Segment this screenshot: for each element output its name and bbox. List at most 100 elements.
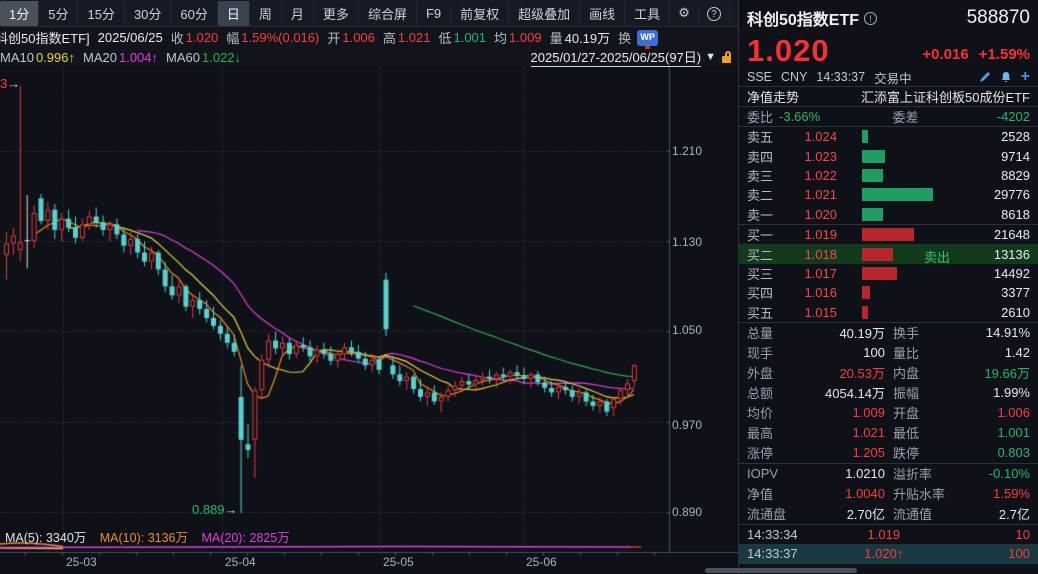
stat2-row-3: 流通盘 2.70亿 流通值 2.7亿 [739,504,1038,524]
last-price: 1.020 [747,33,830,68]
depth-bar-zone [862,227,950,242]
weicha-value: -4202 [996,109,1030,124]
chevron-down-icon[interactable]: ▼ [705,51,716,63]
stat-value: 4054.14万 [825,386,885,402]
stat-value: 1.009 [852,405,885,421]
stat-value: 1.006 [997,405,1030,421]
stat-row-2: 现手 100 量比 1.42 [739,343,1038,363]
depth-bar-zone [862,168,950,183]
low-label: 低 [438,31,452,46]
tab-15min[interactable]: 15分 [78,0,125,26]
stat2-row-1: IOPV 1.0210 溢折率 -0.10% [739,464,1038,484]
avg-label: 均 [494,31,508,46]
ask-row-4[interactable]: 卖二 1.021 29776 [739,185,1038,204]
stat-row-5: 均价 1.009 开盘 1.006 [739,403,1038,423]
vol-ma20-label: MA(20): 2825万 [201,531,290,545]
bid-row-2[interactable]: 买二 1.018 卖出 13136 [739,244,1038,265]
wencai-wp-icon[interactable]: WP [637,29,659,49]
ask-row-3[interactable]: 卖三 1.022 8829 [739,166,1038,185]
level-volume: 21648 [993,227,1030,243]
stat-value: 1.205 [852,445,885,461]
composite-screen-button[interactable]: 综合屏 [359,0,417,26]
unlock-icon[interactable] [722,51,732,63]
depth-bar-zone [862,305,950,320]
bid-row-1[interactable]: 买一 1.019 21648 [739,225,1038,244]
help-icon[interactable]: ? [699,3,730,23]
vol-ma10-label: MA(10): 3136万 [99,531,188,545]
tools-button[interactable]: 工具 [625,0,671,26]
horizontal-scrollbar-thumb[interactable] [705,568,857,573]
level-label: 卖五 [747,130,774,146]
tab-60min[interactable]: 60分 [171,0,218,26]
stat-value: 1.001 [997,425,1030,441]
ma-legend-bar: MA10 0.996↑ MA20 1.004↑ MA60 1.022↓ 2025/01… [0,47,738,67]
stat-label: 升贴水率 [893,487,946,503]
add-icon[interactable]: + [1020,68,1030,85]
tab-1min[interactable]: 1分 [0,0,40,26]
stats-block-2: IOPV 1.0210 溢折率 -0.10% 净值 1.0040 升贴水率 1.59% 流通盘 2… [739,464,1038,524]
stat-row-7: 涨停 1.205 跌停 0.803 [739,443,1038,463]
edit-pencil-icon[interactable] [979,71,991,83]
level-price: 1.021 [804,187,837,203]
f9-button[interactable]: F9 [417,2,452,24]
depth-bar [862,207,883,221]
depth-bar [862,168,883,182]
tab-monthly[interactable]: 月 [282,0,314,26]
level-label: 买一 [747,228,774,244]
level-label: 买三 [747,266,774,282]
stats-block: 总量 40.19万 换手 14.91% 现手 100 量比 1.42 外盘 20.53万 内盘 19.… [739,323,1038,463]
stock-name: 科创50指数ETF [747,12,860,29]
stat-value: -0.10% [988,466,1030,482]
ma20-label: MA20 [83,49,117,65]
ma60-value: 1.022↓ [202,49,242,65]
super-overlay-button[interactable]: 超级叠加 [509,0,581,26]
depth-bar [862,149,885,163]
quote-time: 14:33:37 [816,70,866,84]
bid-row-5[interactable]: 买五 1.015 2610 [739,303,1038,322]
level-price: 1.019 [804,227,837,243]
date-range-selector[interactable]: 2025/01/27-2025/06/25(97日) [530,47,702,67]
tick-time: 14:33:37 [747,546,798,562]
open-value: 1.006 [342,30,375,45]
info-icon[interactable]: ! [864,11,878,25]
stat-value: 20.53万 [839,366,885,382]
tab-more[interactable]: 更多 [314,0,359,26]
level-label: 卖一 [747,207,774,223]
weicha-label: 委差 [892,110,919,125]
depth-bar [862,228,914,242]
weibi-value: -3.66% [779,109,821,124]
ma20-value: 1.004↑ [118,49,159,65]
stat-value: 1.99% [993,385,1030,401]
high-label: 高 [382,31,396,46]
level-volume: 2528 [1001,129,1030,145]
bid-row-3[interactable]: 买三 1.017 14492 [739,264,1038,283]
fund-full-name[interactable]: 汇添富上证科创板50成份ETF [860,90,1030,105]
depth-bar [862,266,897,280]
stat-label: 流通盘 [747,507,787,523]
level-label: 卖三 [747,168,774,184]
tab-weekly[interactable]: 周 [250,0,282,26]
y-axis-label: 0.890 [672,505,703,519]
tab-daily[interactable]: 日 [217,0,250,26]
vol-value: 40.19万 [564,31,611,46]
x-axis-label: 25-03 [66,555,97,569]
ask-row-2[interactable]: 卖四 1.023 9714 [739,146,1038,165]
forward-adjust-button[interactable]: 前复权 [451,0,510,26]
bell-icon[interactable] [1000,71,1012,83]
ask-row-5[interactable]: 卖一 1.020 8618 [739,205,1038,224]
level-volume: 29776 [993,187,1030,203]
draw-line-button[interactable]: 画线 [580,0,626,26]
nav-trend-link[interactable]: 净值走势 [747,90,800,105]
stat-label: 振幅 [893,386,920,402]
tick-row-2[interactable]: 14:33:37 1.020↑ 100 [739,543,1038,564]
tick-row-1[interactable]: 14:33:34 1.019 10 [739,525,1038,544]
avg-value: 1.009 [509,30,542,45]
tab-30min[interactable]: 30分 [125,0,172,26]
bid-row-4[interactable]: 买四 1.016 3377 [739,283,1038,302]
level-volume: 9714 [1001,148,1030,164]
kline-chart-canvas[interactable] [0,0,740,574]
gear-icon[interactable]: ⚙ [670,3,699,23]
tab-5min[interactable]: 5分 [39,0,79,26]
ask-row-1[interactable]: 卖五 1.024 2528 [739,127,1038,146]
stat-row-6: 最高 1.021 最低 1.001 [739,423,1038,443]
